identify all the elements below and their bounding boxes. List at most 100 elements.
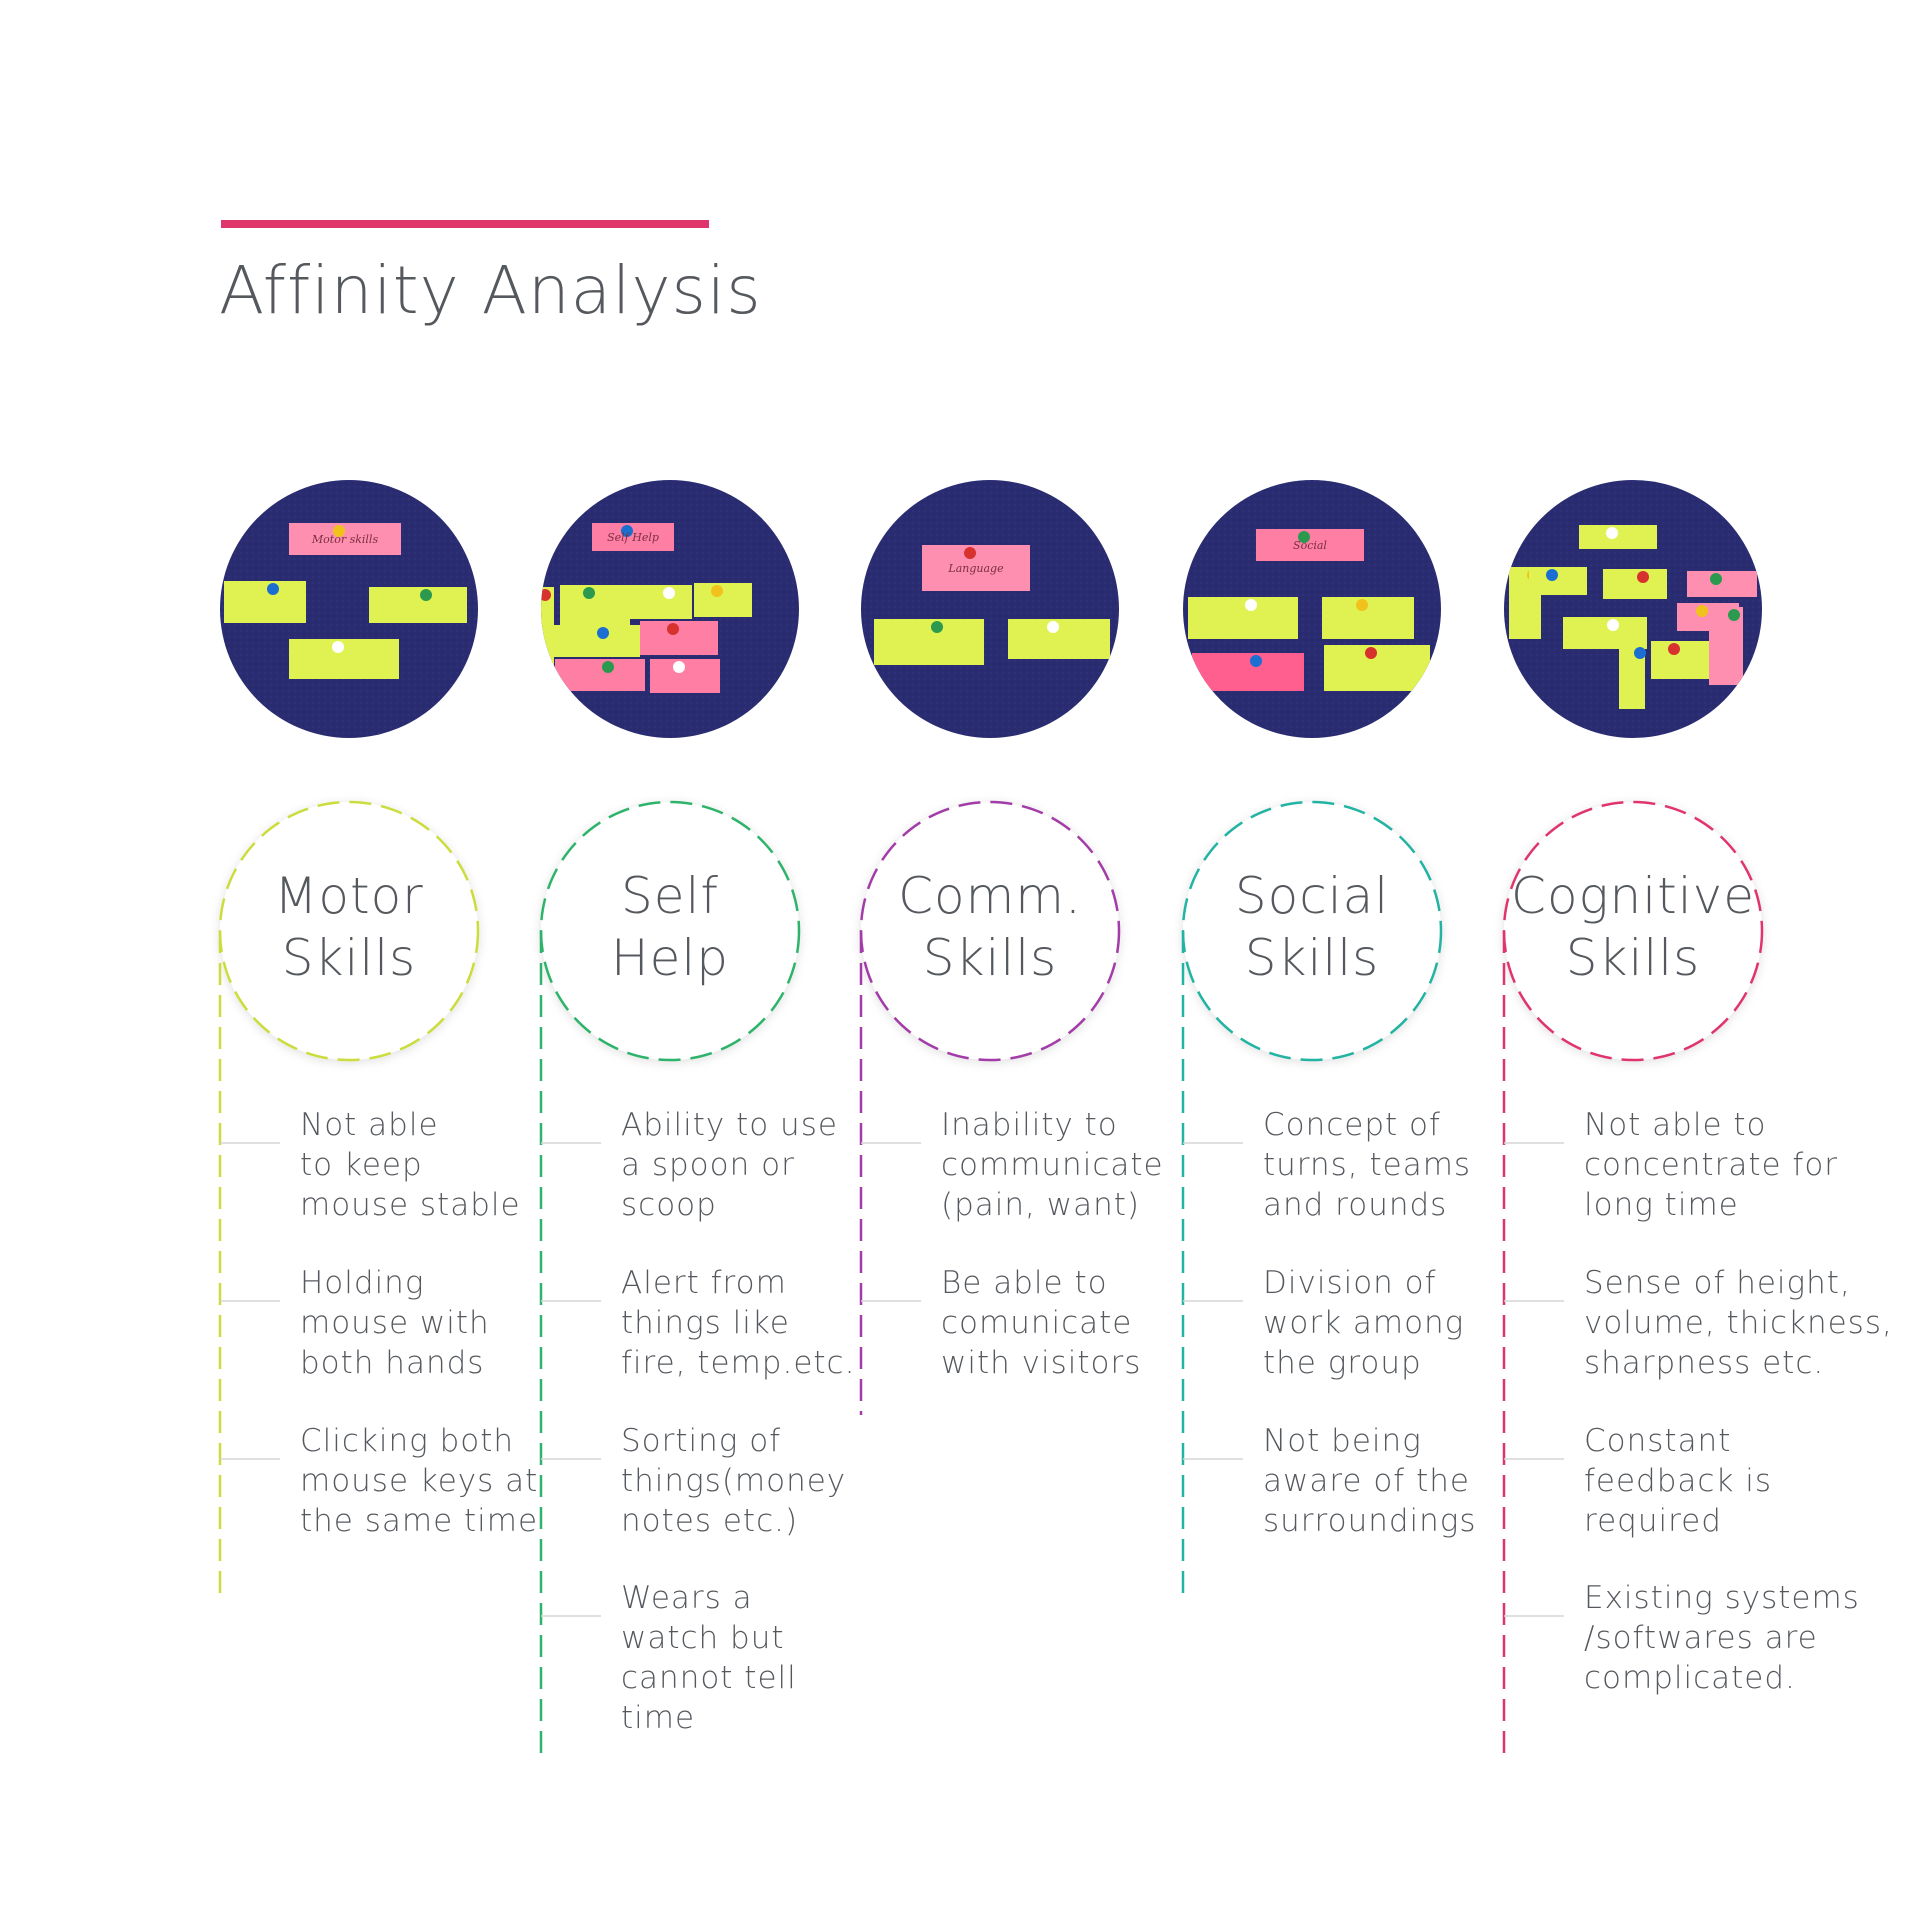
note-line: concentrate for (1584, 1147, 1839, 1183)
push-pin (1637, 571, 1649, 583)
category-title-line: Self (621, 867, 719, 925)
push-pin (541, 589, 551, 601)
note-line: Inability to (941, 1107, 1118, 1143)
note-line: Concept of (1263, 1107, 1441, 1143)
category-cognitive-connector (1502, 800, 1764, 1763)
push-pin (1606, 527, 1618, 539)
note-line: turns, teams (1263, 1147, 1472, 1183)
push-pin (583, 587, 595, 599)
note-line: cannot tell (621, 1660, 797, 1696)
note-line: work among (1263, 1305, 1465, 1341)
note-line: mouse with (300, 1305, 490, 1341)
note-line: both hands (300, 1345, 485, 1381)
sticky-note (1324, 645, 1430, 691)
sticky-note (874, 619, 984, 665)
push-pin (1710, 573, 1722, 585)
note-line: things like (621, 1305, 790, 1341)
push-pin (964, 547, 976, 559)
category-title-self-help: Self Help (510, 865, 830, 989)
category-social-connector (1181, 800, 1443, 1595)
note-cognitive-1: Not able to concentrate for long time (1584, 1105, 1839, 1225)
note-line: communicate (941, 1147, 1164, 1183)
push-pin (1546, 569, 1558, 581)
category-title-line: Motor (274, 867, 424, 925)
sticky-note (555, 659, 645, 691)
note-line: the group (1263, 1345, 1422, 1381)
push-pin (597, 627, 609, 639)
category-title-line: Skills (922, 929, 1058, 987)
note-line: Not being (1263, 1423, 1422, 1459)
note-line: (pain, want) (941, 1187, 1140, 1223)
note-line: mouse keys at (300, 1463, 539, 1499)
note-self-help-2: Alert from things like fire, temp.etc. (621, 1263, 861, 1383)
note-line: complicated. (1584, 1660, 1796, 1696)
note-comm-2: Be able to comunicate with visitors (941, 1263, 1181, 1383)
note-line: Sorting of (621, 1423, 782, 1459)
category-comm-connector (859, 800, 1121, 1415)
push-pin (667, 623, 679, 635)
note-line: Not able to (1584, 1107, 1767, 1143)
category-title-line: Social (1234, 867, 1390, 925)
category-title-line: Cognitive (1511, 867, 1755, 925)
sticky-note (1709, 607, 1743, 685)
note-line: aware of the (1263, 1463, 1470, 1499)
note-line: watch but (621, 1620, 785, 1656)
note-self-help-3: Sorting of things(money notes etc.) (621, 1421, 861, 1541)
note-line: long time (1584, 1187, 1739, 1223)
note-line: Holding (300, 1265, 425, 1301)
category-title-social: Social Skills (1152, 865, 1472, 989)
sticky-note (922, 545, 1030, 591)
photo-self-help: Self Help (541, 480, 799, 738)
push-pin (663, 587, 675, 599)
photo-cognitive (1504, 480, 1762, 738)
push-pin (332, 641, 344, 653)
push-pin (1607, 619, 1619, 631)
sticky-note (1651, 641, 1709, 679)
push-pin (602, 661, 614, 673)
note-line: /softwares are (1584, 1620, 1818, 1656)
note-line: the same time (300, 1503, 539, 1539)
note-line: Ability to use (621, 1107, 838, 1143)
note-line: mouse stable (300, 1187, 521, 1223)
note-self-help-4: Wears a watch but cannot tell time (621, 1578, 861, 1738)
note-line: time (621, 1700, 696, 1736)
photo-note-label: Motor skills (311, 533, 379, 546)
note-line: comunicate (941, 1305, 1133, 1341)
sticky-note (289, 523, 401, 555)
push-pin (931, 621, 943, 633)
note-line: to keep (300, 1147, 423, 1183)
note-cognitive-2: Sense of height, volume, thickness, sharpn… (1584, 1263, 1893, 1383)
push-pin (1668, 643, 1680, 655)
category-title-cognitive: Cognitive Skills (1473, 865, 1793, 989)
note-line: Clicking both (300, 1423, 515, 1459)
note-line: Existing systems (1584, 1580, 1860, 1616)
note-line: feedback is (1584, 1463, 1773, 1499)
note-self-help-1: Ability to use a spoon or scoop (621, 1105, 861, 1225)
note-line: scoop (621, 1187, 717, 1223)
category-motor-connector (218, 800, 480, 1595)
note-line: things(money (621, 1463, 847, 1499)
sticky-note (630, 585, 692, 619)
note-line: volume, thickness, (1584, 1305, 1893, 1341)
sticky-note (1008, 619, 1110, 659)
note-motor-2: Holding mouse with both hands (300, 1263, 540, 1383)
category-title-line: Skills (281, 929, 417, 987)
sticky-note (650, 659, 720, 693)
note-motor-3: Clicking both mouse keys at the same time (300, 1421, 540, 1541)
push-pin (673, 661, 685, 673)
note-line: fire, temp.etc. (621, 1345, 856, 1381)
sticky-note (1192, 653, 1304, 691)
push-pin (1356, 599, 1368, 611)
push-pin (420, 589, 432, 601)
sticky-note (369, 587, 467, 623)
photo-background (861, 480, 1119, 738)
photo-social: Social (1183, 480, 1441, 738)
sticky-note (1322, 597, 1414, 639)
note-line: Wears a (621, 1580, 753, 1616)
note-line: Alert from (621, 1265, 787, 1301)
sticky-note (541, 587, 554, 679)
note-motor-1: Not able to keep mouse stable (300, 1105, 540, 1225)
push-pin (1728, 609, 1740, 621)
